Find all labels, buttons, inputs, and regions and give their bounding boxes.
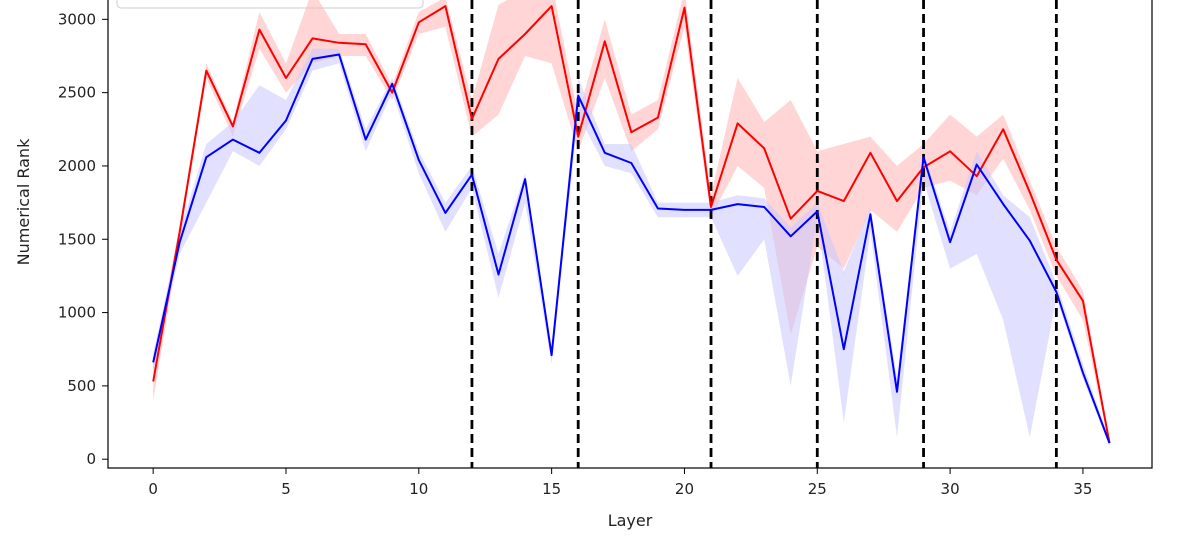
x-tick-label-30: 30 — [941, 480, 960, 498]
y-tick-label-500: 500 — [67, 377, 96, 395]
plot-area — [152, 0, 1111, 468]
series-1-band — [153, 48, 1110, 446]
legend-box — [116, 0, 424, 9]
axes-frame — [107, 0, 1153, 469]
x-tick-label-20: 20 — [675, 480, 694, 498]
axes: 0 5 10 15 20 25 30 35 0 500 1000 1500 2000 2500 3000 — [58, 0, 1153, 498]
y-tick-label-3000: 3000 — [58, 10, 96, 28]
x-tick-label-35: 35 — [1073, 480, 1092, 498]
y-tick-label-1000: 1000 — [58, 304, 96, 322]
y-tick-label-2000: 2000 — [58, 157, 96, 175]
y-tick-label-2500: 2500 — [58, 84, 96, 102]
x-tick-label-15: 15 — [542, 480, 561, 498]
y-tick-label-1500: 1500 — [58, 230, 96, 248]
y-axis-label: Numerical Rank — [14, 138, 33, 265]
series-0-line — [152, 5, 1111, 444]
x-tick-label-25: 25 — [808, 480, 827, 498]
x-axis-label: Layer — [608, 511, 653, 530]
x-tick-label-0: 0 — [148, 480, 158, 498]
y-tick-label-0: 0 — [86, 450, 96, 468]
x-tick-label-10: 10 — [409, 480, 428, 498]
x-tick-label-5: 5 — [281, 480, 291, 498]
